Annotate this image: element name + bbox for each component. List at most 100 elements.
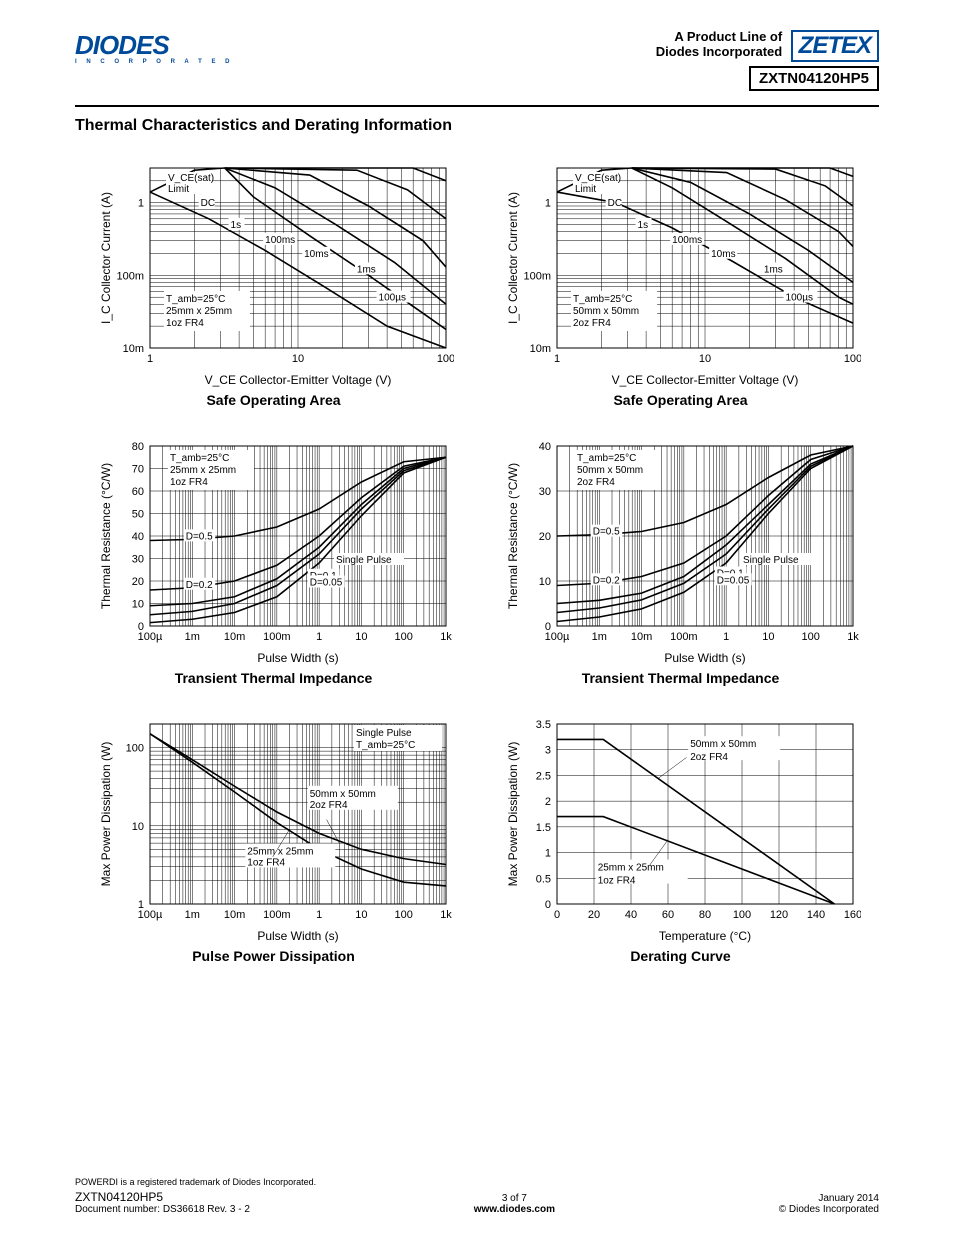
svg-text:0: 0 [544, 621, 550, 633]
svg-text:25mm x 25mm: 25mm x 25mm [597, 863, 663, 874]
svg-text:2oz FR4: 2oz FR4 [577, 477, 615, 488]
svg-text:100: 100 [801, 631, 819, 643]
svg-text:1: 1 [544, 848, 550, 860]
svg-text:100m: 100m [670, 631, 698, 643]
svg-text:1ms: 1ms [356, 264, 375, 275]
footer-right: January 2014 © Diodes Incorporated [779, 1193, 879, 1215]
svg-text:I_C Collector Current (A): I_C Collector Current (A) [506, 192, 520, 324]
svg-text:1: 1 [146, 353, 152, 365]
svg-text:60: 60 [661, 909, 673, 921]
footer-center: 3 of 7 www.diodes.com [474, 1193, 555, 1215]
svg-text:100ms: 100ms [672, 235, 702, 246]
charts-grid: 11010010m100m1V_CE Collector-Emitter Vol… [75, 160, 879, 964]
svg-text:100: 100 [125, 743, 143, 755]
svg-text:3: 3 [544, 745, 550, 757]
svg-text:10m: 10m [223, 631, 244, 643]
svg-text:1oz FR4: 1oz FR4 [247, 857, 285, 868]
svg-text:70: 70 [131, 464, 143, 476]
svg-text:10m: 10m [122, 343, 143, 355]
svg-text:2oz FR4: 2oz FR4 [573, 318, 611, 329]
svg-text:10ms: 10ms [304, 249, 328, 260]
svg-text:1: 1 [137, 899, 143, 911]
svg-text:T_amb=25°C: T_amb=25°C [166, 294, 225, 305]
svg-text:50mm x 50mm: 50mm x 50mm [690, 739, 756, 750]
svg-text:D=0.05: D=0.05 [716, 575, 749, 586]
svg-text:2.5: 2.5 [535, 770, 550, 782]
svg-text:120: 120 [769, 909, 787, 921]
svg-text:1m: 1m [184, 909, 199, 921]
svg-text:1k: 1k [847, 631, 859, 643]
svg-text:100: 100 [843, 353, 860, 365]
svg-text:25mm x 25mm: 25mm x 25mm [166, 306, 232, 317]
svg-text:100m: 100m [263, 631, 291, 643]
svg-text:25mm x 25mm: 25mm x 25mm [247, 846, 313, 857]
svg-text:10: 10 [698, 353, 710, 365]
svg-text:100: 100 [394, 631, 412, 643]
svg-text:50mm x 50mm: 50mm x 50mm [309, 789, 375, 800]
svg-text:20: 20 [587, 909, 599, 921]
svg-text:1k: 1k [440, 909, 452, 921]
svg-text:100: 100 [394, 909, 412, 921]
svg-text:1: 1 [723, 631, 729, 643]
logo-diodes: DIODES I N C O R P O R A T E D [75, 30, 233, 65]
svg-text:30: 30 [538, 486, 550, 498]
svg-text:D=0.2: D=0.2 [185, 580, 212, 591]
svg-text:3.5: 3.5 [535, 719, 550, 731]
svg-text:Pulse Width (s): Pulse Width (s) [664, 651, 745, 665]
svg-text:1ms: 1ms [763, 264, 782, 275]
svg-text:Thermal Resistance (°C/W): Thermal Resistance (°C/W) [99, 463, 113, 609]
svg-text:140: 140 [806, 909, 824, 921]
svg-text:Limit: Limit [168, 184, 189, 195]
svg-text:0: 0 [544, 899, 550, 911]
svg-text:100ms: 100ms [265, 235, 295, 246]
svg-text:Pulse Width (s): Pulse Width (s) [257, 929, 338, 943]
svg-text:DC: DC [200, 198, 214, 209]
svg-text:10m: 10m [630, 631, 651, 643]
svg-text:10: 10 [131, 821, 143, 833]
svg-text:1k: 1k [440, 631, 452, 643]
footer-trademark: POWERDI is a registered trademark of Dio… [75, 1177, 879, 1187]
chart-ppd: 100µ1m10m100m1101001k110100Pulse Width (… [85, 716, 462, 964]
svg-text:Limit: Limit [575, 184, 596, 195]
svg-text:40: 40 [131, 531, 143, 543]
svg-text:10: 10 [538, 576, 550, 588]
svg-text:25mm x 25mm: 25mm x 25mm [170, 465, 236, 476]
page-footer: POWERDI is a registered trademark of Dio… [75, 1177, 879, 1215]
svg-text:1: 1 [316, 631, 322, 643]
svg-text:10: 10 [291, 353, 303, 365]
svg-text:T_amb=25°C: T_amb=25°C [356, 740, 415, 751]
svg-text:V_CE(sat): V_CE(sat) [575, 173, 621, 184]
svg-text:1: 1 [137, 198, 143, 210]
svg-text:20: 20 [131, 576, 143, 588]
svg-text:1oz FR4: 1oz FR4 [166, 318, 204, 329]
chart-soa-left: 11010010m100m1V_CE Collector-Emitter Vol… [85, 160, 462, 408]
header-right: A Product Line of Diodes Incorporated ZE… [656, 30, 879, 91]
svg-text:Pulse Width (s): Pulse Width (s) [257, 651, 338, 665]
product-line: A Product Line of Diodes Incorporated [656, 30, 782, 60]
svg-text:1: 1 [316, 909, 322, 921]
svg-text:100µs: 100µs [378, 293, 405, 304]
svg-text:10: 10 [355, 631, 367, 643]
svg-text:10m: 10m [223, 909, 244, 921]
svg-text:1: 1 [553, 353, 559, 365]
logo-zetex: ZETEX [791, 30, 879, 62]
svg-text:10: 10 [131, 599, 143, 611]
svg-text:V_CE Collector-Emitter Voltag: V_CE Collector-Emitter Voltage (V) [204, 373, 391, 387]
svg-text:40: 40 [624, 909, 636, 921]
svg-text:40: 40 [538, 441, 550, 453]
svg-text:D=0.05: D=0.05 [309, 578, 342, 589]
svg-text:T_amb=25°C: T_amb=25°C [573, 294, 632, 305]
svg-text:100: 100 [436, 353, 453, 365]
svg-text:50mm x 50mm: 50mm x 50mm [573, 306, 639, 317]
svg-text:D=0.5: D=0.5 [592, 527, 619, 538]
svg-text:Thermal Resistance (°C/W): Thermal Resistance (°C/W) [506, 463, 520, 609]
svg-text:I_C Collector Current (A): I_C Collector Current (A) [99, 192, 113, 324]
svg-text:80: 80 [131, 441, 143, 453]
part-number: ZXTN04120HP5 [749, 66, 879, 91]
svg-text:10: 10 [762, 631, 774, 643]
svg-text:Temperature (°C): Temperature (°C) [658, 929, 750, 943]
chart-soa-right: 11010010m100m1V_CE Collector-Emitter Vol… [492, 160, 869, 408]
svg-text:1.5: 1.5 [535, 822, 550, 834]
svg-text:100m: 100m [263, 909, 291, 921]
svg-text:50mm x 50mm: 50mm x 50mm [577, 465, 643, 476]
